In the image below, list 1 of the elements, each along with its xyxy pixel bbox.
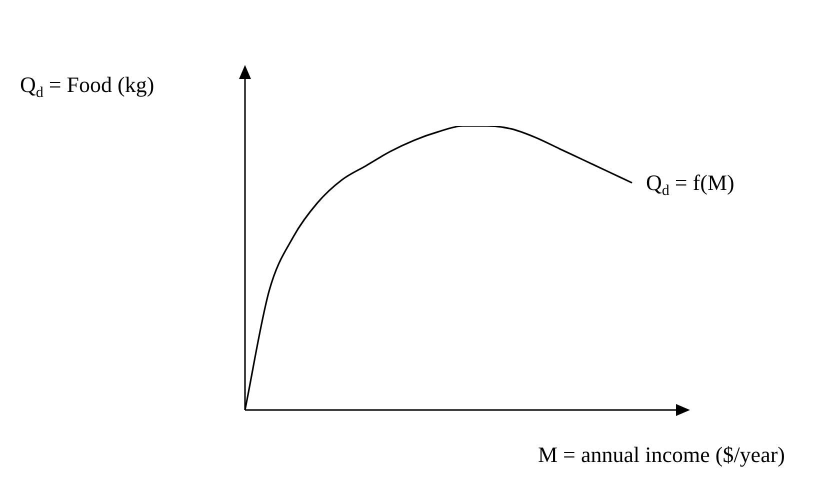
x-axis-title: M = annual income ($/year)	[538, 442, 785, 467]
